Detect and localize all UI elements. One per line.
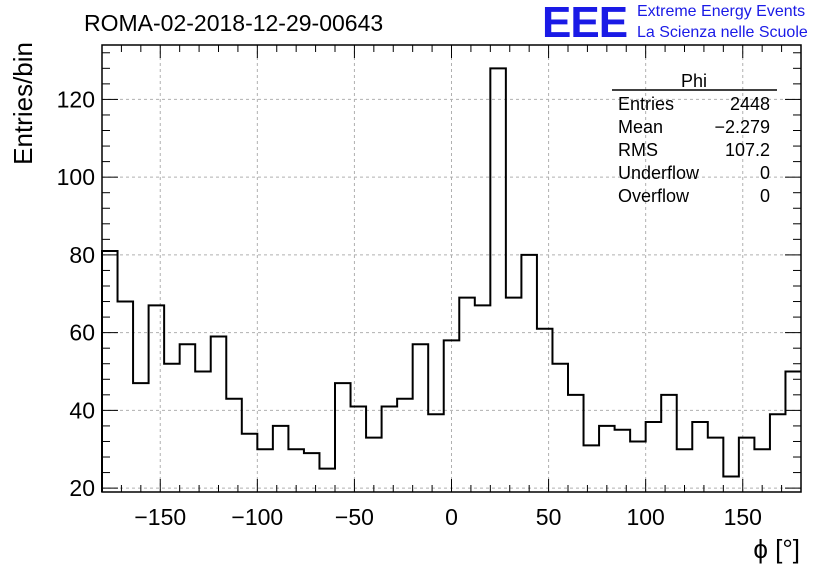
y-tick-label: 120 (57, 86, 95, 112)
histogram-bin (552, 364, 568, 492)
histogram-bin (164, 364, 180, 492)
stats-label: Underflow (618, 163, 700, 183)
stats-value: 107.2 (725, 140, 770, 160)
histogram-bin (708, 438, 724, 492)
histogram-bin (646, 422, 662, 492)
stats-value: 0 (760, 163, 770, 183)
stats-label: Overflow (618, 186, 690, 206)
histogram-bin (195, 372, 211, 492)
x-tick-label: 0 (445, 504, 458, 530)
histogram-bin (521, 255, 537, 492)
histogram-bin (211, 337, 227, 492)
stats-box: Phi Entries 2448 Mean −2.279 RMS 107.2 Underfl… (612, 71, 777, 206)
histogram-bin (413, 344, 429, 492)
histogram-bin (397, 399, 413, 492)
histogram-bin (257, 449, 273, 492)
histogram-bin (226, 399, 242, 492)
histogram-bin (739, 438, 755, 492)
histogram-bin (599, 426, 615, 492)
histogram-bin (351, 406, 367, 492)
histogram-bin (490, 68, 506, 492)
histogram-bin (677, 449, 693, 492)
plot-frame (101, 44, 802, 493)
stats-value: 2448 (730, 94, 770, 114)
x-tick-label: 50 (536, 504, 562, 530)
stats-title: Phi (681, 71, 707, 91)
stats-label: Entries (618, 94, 674, 114)
y-tick-label: 60 (69, 320, 95, 346)
histogram-bin (615, 430, 631, 492)
x-tick-label: −150 (134, 504, 186, 530)
y-tick-label: 100 (57, 164, 95, 190)
histogram-bin (288, 449, 304, 492)
chart-title: ROMA-02-2018-12-29-00643 (84, 10, 384, 36)
logo-line-1: Extreme Energy Events (637, 3, 806, 20)
histogram-bin (785, 372, 801, 492)
histogram-bin (304, 453, 320, 492)
histogram-bin (661, 395, 677, 492)
histogram-bin (723, 476, 739, 492)
stats-label: Mean (618, 117, 663, 137)
eee-logo: EEE (542, 0, 628, 47)
histogram-bin (335, 383, 351, 492)
axis-ticks (101, 45, 802, 492)
stats-value: 0 (760, 186, 770, 206)
y-tick-label: 80 (69, 242, 95, 268)
histogram-bin (584, 445, 600, 492)
x-tick-label: 100 (626, 504, 664, 530)
histogram-bin (754, 449, 770, 492)
histogram-bin (428, 414, 444, 492)
histogram-bin (180, 344, 196, 492)
y-tick-label: 40 (69, 397, 95, 423)
histogram-bin (118, 302, 134, 492)
stats-value: −2.279 (714, 117, 770, 137)
x-tick-label: 150 (724, 504, 762, 530)
histogram-bin (149, 305, 165, 492)
histogram-bin (242, 434, 258, 492)
histogram-bin (444, 340, 460, 492)
x-axis-title: ϕ [°] (753, 534, 800, 564)
histogram-bin (770, 414, 786, 492)
x-tick-label: −50 (335, 504, 374, 530)
histogram-bin (459, 298, 475, 492)
logo-line-2: La Scienza nelle Scuole (637, 24, 808, 41)
histogram-bin (568, 395, 584, 492)
x-tick-label: −100 (231, 504, 283, 530)
histogram-bin (537, 329, 553, 492)
histogram-bin (506, 298, 522, 492)
y-tick-label: 20 (69, 475, 95, 501)
y-axis-title: Entries/bin (8, 42, 38, 165)
histogram-bin (366, 438, 382, 492)
histogram-bin (692, 422, 708, 492)
histogram-bin (475, 305, 491, 492)
tick-labels: −150 −100 −50 0 50 100 150 20 40 60 80 100 120 (57, 86, 762, 530)
histogram-bin (382, 406, 398, 492)
stats-label: RMS (618, 140, 658, 160)
histogram-bin (133, 383, 149, 492)
histogram-bin (102, 251, 118, 492)
histogram-bin (273, 426, 289, 492)
histogram-bin (319, 469, 335, 492)
histogram-bin (630, 441, 646, 492)
histogram-outline (101, 67, 801, 492)
